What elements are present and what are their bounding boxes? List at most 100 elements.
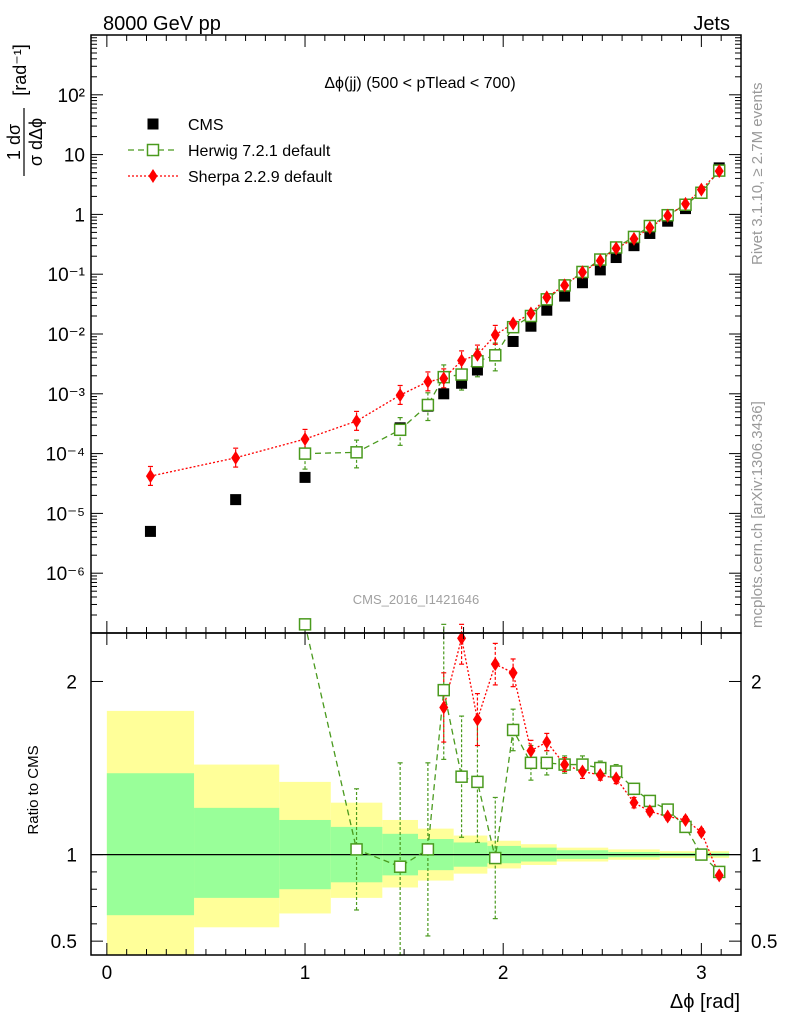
cms-point [299, 471, 311, 483]
cms-point [576, 277, 588, 289]
sherpa-ratio-point [439, 700, 449, 715]
sherpa-point [439, 371, 449, 386]
y-tick-label: 10⁻¹ [48, 265, 86, 286]
sherpa-point [526, 306, 536, 321]
sherpa-ratio-point [629, 795, 639, 810]
herwig-ratio-point [471, 775, 484, 789]
sherpa-point [696, 182, 706, 197]
x-tick-label: 2 [498, 963, 509, 984]
sherpa-ratio-point [714, 868, 724, 883]
y-tick-label: 10⁻⁶ [46, 564, 85, 585]
chart-title: Δϕ(jj) (500 < pTlead < 700) [324, 75, 515, 92]
band-inner [106, 773, 195, 916]
sherpa-line [150, 170, 720, 477]
herwig-point [455, 368, 468, 381]
legend-marker-herwig [146, 143, 160, 157]
sherpa-point [423, 374, 433, 389]
main-axes: 10⁻⁶ 10⁻⁵ 10⁻⁴ 10⁻³ 10⁻² 10⁻¹ 1 10 10² [46, 34, 742, 634]
sherpa-point [611, 241, 621, 256]
herwig-point [489, 349, 502, 362]
sherpa-ratio-point [526, 743, 536, 758]
y-tick-label: 10² [58, 86, 85, 107]
herwig-point [350, 446, 363, 459]
herwig-ratio-point [393, 860, 407, 873]
cms-point [559, 290, 571, 302]
sherpa-ratio-point [490, 657, 500, 672]
sherpa-point [542, 290, 552, 305]
ylabel-fraction-top: 1 dσ [4, 124, 24, 160]
herwig-point [298, 447, 312, 460]
sherpa-ratio-point [560, 757, 570, 772]
sherpa-point [681, 196, 691, 211]
herwig-ratio-point [421, 843, 435, 856]
ratio-panel: 0 1 2 3 0.5 0.5 1 1 2 2 Ratio to CMS Δϕ [rad] [25, 618, 777, 1013]
sherpa-point [663, 208, 673, 223]
ratio-axes: 0 1 2 3 0.5 0.5 1 1 2 2 [51, 633, 777, 984]
sherpa-ratio-point [645, 804, 655, 819]
sherpa-ratio-point [681, 812, 691, 827]
cms-point [541, 304, 553, 316]
sherpa-ratio-point [663, 809, 673, 824]
herwig-ratio-point [540, 756, 554, 770]
cms-point [230, 494, 242, 506]
herwig-ratio-point [298, 618, 312, 631]
sherpa-ratio-line [443, 638, 720, 876]
sherpa-point [472, 347, 482, 362]
ratio-plot-area [91, 618, 741, 956]
sherpa-point [577, 265, 587, 280]
legend-label: Sherpa 2.2.9 default [188, 169, 333, 186]
sherpa-ratio-point [472, 712, 482, 727]
sherpa-point [395, 388, 405, 403]
band-inner [194, 807, 280, 898]
herwig-point [393, 423, 407, 437]
herwig-ratio-point [455, 770, 468, 783]
sherpa-point [457, 353, 467, 368]
main-panel: 10⁻⁶ 10⁻⁵ 10⁻⁴ 10⁻³ 10⁻² 10⁻¹ 1 10 10² Δϕ(jj) (5… [4, 34, 742, 634]
y-tick-label: 10⁻⁴ [46, 445, 85, 466]
sherpa-ratio-point [577, 764, 587, 779]
y-tick-label: 1 [74, 205, 85, 226]
sherpa-point [300, 432, 310, 447]
legend-label: Herwig 7.2.1 default [188, 143, 331, 160]
x-tick-label: 0 [102, 963, 113, 984]
sherpa-point [490, 328, 500, 343]
ratio-y-label: 1 [66, 846, 77, 867]
herwig-ratio-point [695, 848, 708, 861]
ratio-y-label: 0.5 [51, 932, 77, 953]
sherpa-point [645, 220, 655, 235]
y-tick-label: 10⁻² [48, 325, 86, 346]
herwig-line [305, 170, 720, 455]
herwig-point [421, 398, 435, 412]
herwig-ratio-point [437, 683, 450, 697]
y-tick-label: 10 [64, 146, 85, 167]
y-axis-label-main: 1 dσ σ dΔϕ [rad⁻¹] [4, 44, 46, 176]
cms-point [594, 264, 606, 276]
cms-point [610, 252, 622, 264]
sherpa-ratio-point [542, 735, 552, 750]
x-tick-label: 1 [300, 963, 311, 984]
ratio-y-label-right: 1 [751, 846, 762, 867]
sherpa-point [352, 414, 362, 429]
ratio-y-label-right: 0.5 [751, 932, 777, 953]
sherpa-point [145, 469, 155, 484]
cms-point [471, 364, 483, 376]
sherpa-ratio-point [696, 825, 706, 840]
sherpa-point [560, 278, 570, 293]
cms-point [438, 388, 450, 400]
header-right: Jets [693, 13, 730, 35]
ratio-ylabel: Ratio to CMS [25, 745, 42, 834]
ratio-y-label-right: 2 [751, 672, 762, 693]
sherpa-point [508, 316, 518, 331]
rivet-label: Rivet 3.1.10, ≥ 2.7M events [749, 83, 766, 266]
sherpa-ratio-point [508, 665, 518, 680]
herwig-ratio-point [506, 723, 520, 737]
sherpa-ratio-point [595, 767, 605, 782]
herwig-ratio-point [489, 851, 502, 865]
sherpa-point [595, 253, 605, 268]
herwig-ratio-point [524, 756, 538, 770]
ratio-frame [90, 632, 742, 956]
header-left: 8000 GeV pp [103, 13, 221, 35]
cms-point [507, 335, 519, 347]
legend-marker-sherpa [148, 169, 158, 183]
